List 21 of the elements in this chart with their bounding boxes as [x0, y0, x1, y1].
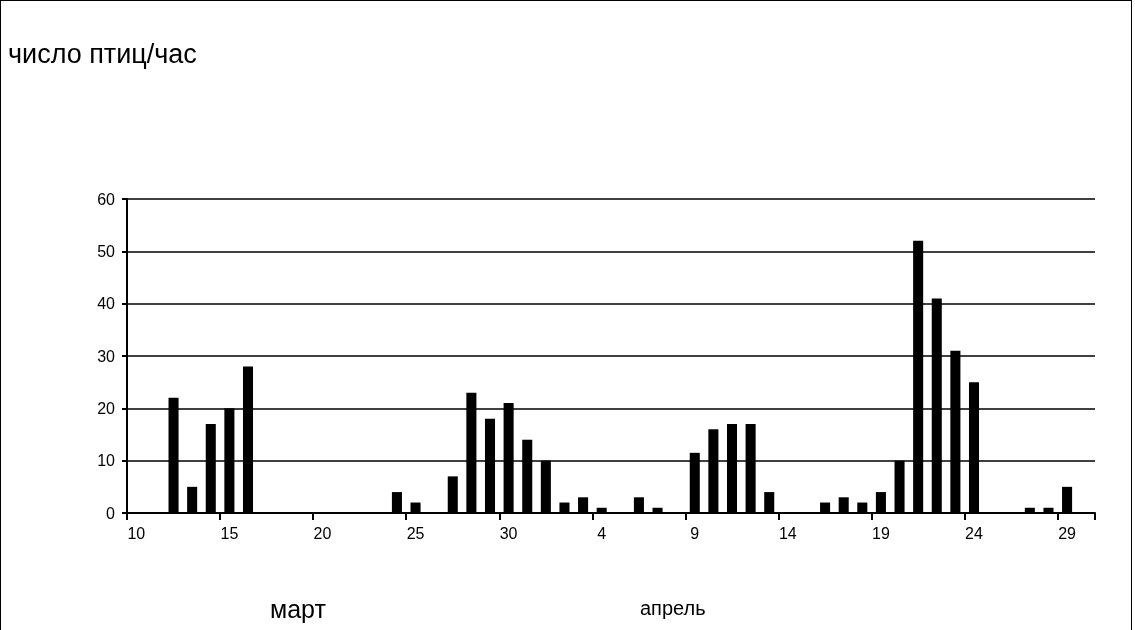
x-tick-label: 30: [499, 524, 518, 542]
x-tick-label: 29: [1058, 524, 1077, 542]
y-tick-label: 30: [97, 347, 116, 365]
x-tick-label: 20: [313, 524, 332, 542]
x-tick-label: 9: [690, 524, 700, 542]
y-tick-label: 10: [97, 452, 116, 470]
text: март: [270, 594, 327, 623]
x-tick-label: 10: [127, 524, 146, 542]
y-axis-title: число птиц/час: [8, 38, 197, 69]
y-tick-label: 40: [97, 295, 116, 313]
text: апрель: [640, 597, 706, 619]
x-tick-label: 25: [406, 524, 425, 542]
y-tick-label: 0: [106, 504, 116, 522]
x-tick-label: 14: [778, 524, 797, 542]
x-tick-label: 4: [597, 524, 607, 542]
x-tick-label: 19: [872, 524, 890, 542]
y-tick-label: 20: [97, 399, 116, 417]
y-tick-label: 50: [97, 242, 116, 260]
y-tick-label: 60: [97, 190, 116, 208]
x-tick-label: 24: [965, 524, 983, 542]
x-tick-label: 15: [220, 524, 239, 542]
